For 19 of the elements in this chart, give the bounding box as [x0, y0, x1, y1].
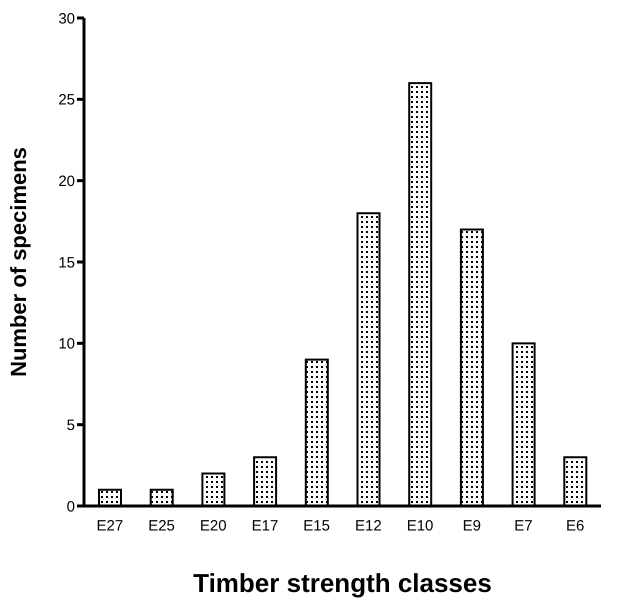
y-tick-label: 30	[58, 10, 75, 28]
y-tick-label: 10	[58, 336, 75, 353]
x-tick-label: E12	[355, 518, 382, 535]
x-axis-title: Timber strength classes	[193, 568, 492, 598]
x-tick-label: E15	[303, 518, 330, 535]
y-tick-label: 0	[66, 498, 75, 516]
x-tick-label: E27	[96, 518, 124, 535]
y-tick-label: 25	[58, 92, 75, 109]
y-axis-title: Number of specimens	[6, 147, 31, 377]
x-tick-label: E17	[252, 518, 278, 535]
y-tick-label: 20	[58, 172, 75, 190]
x-tick-label: E7	[514, 518, 533, 535]
x-tick-label: E25	[148, 518, 175, 535]
x-tick-label: E20	[200, 518, 227, 535]
x-tick-label: E9	[462, 518, 481, 535]
x-tick-label: E10	[406, 518, 434, 535]
y-tick-label: 5	[66, 416, 75, 434]
y-tick-label: 15	[58, 254, 75, 272]
x-tick-label: E6	[566, 518, 584, 535]
